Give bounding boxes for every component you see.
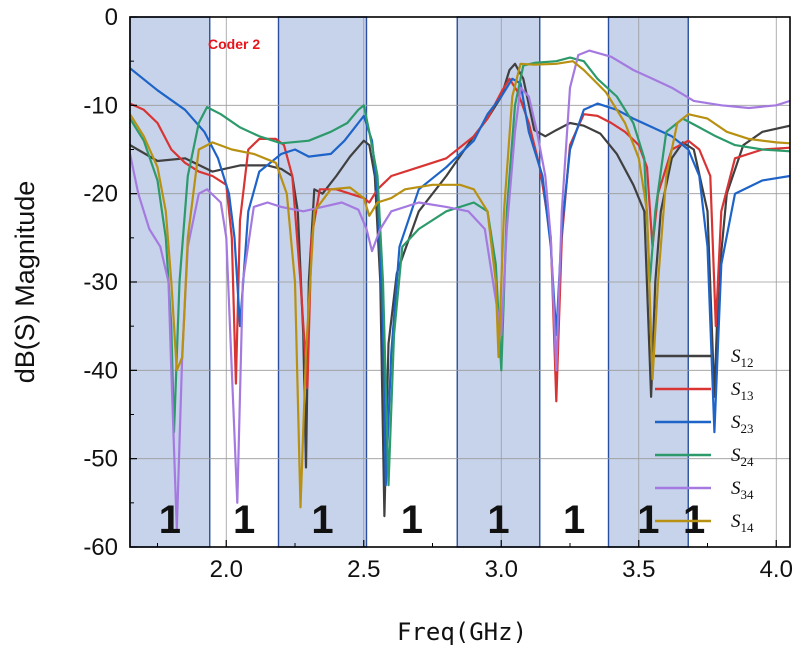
y-tick-label-1: -10 [83, 92, 118, 119]
x-tick-label-1: 2.5 [347, 556, 380, 583]
band-digit-7: 1 [637, 498, 659, 542]
legend: S12 S13 S23 S24 S34 S14 [655, 346, 754, 535]
x-tick-label-3: 3.5 [622, 556, 655, 583]
y-tick-label-6: -60 [83, 534, 118, 561]
x-tick-label-0: 2.0 [210, 556, 243, 583]
band-digit-6: 1 [563, 498, 585, 542]
band-digit-5: 1 [487, 498, 509, 542]
band-digit-4: 1 [401, 498, 423, 542]
y-tick-label-4: -40 [83, 357, 118, 384]
y-tick-label-2: -20 [83, 181, 118, 208]
y-tick-label-3: -30 [83, 269, 118, 296]
y-tick-label-5: -50 [83, 446, 118, 473]
legend-label-s23: S23 [731, 412, 754, 436]
legend-label-s24: S24 [731, 445, 754, 469]
y-tick-label-0: 0 [105, 4, 118, 31]
series-s34 [130, 49, 790, 531]
series-s14 [130, 60, 790, 509]
y-axis-label: dB(S) Magnitude [10, 181, 40, 384]
legend-label-s13: S13 [731, 379, 754, 403]
x-tick-label-2: 3.0 [485, 556, 518, 583]
band-digit-1: 1 [159, 498, 181, 542]
legend-label-s12: S12 [731, 346, 754, 370]
series-lines [130, 49, 790, 531]
axis-ticks: 2.0 2.5 3.0 3.5 4.0 0 -10 -20 -30 -40 -50 -60 [83, 4, 793, 583]
coder-annotation: Coder 2 [208, 36, 260, 52]
band-digit-2: 1 [233, 498, 255, 542]
x-tick-label-4: 4.0 [760, 556, 793, 583]
legend-label-s14: S14 [731, 511, 754, 535]
band-digit-3: 1 [311, 498, 333, 542]
x-axis-label: Freq(GHz) [397, 618, 527, 646]
legend-label-s34: S34 [731, 478, 754, 502]
